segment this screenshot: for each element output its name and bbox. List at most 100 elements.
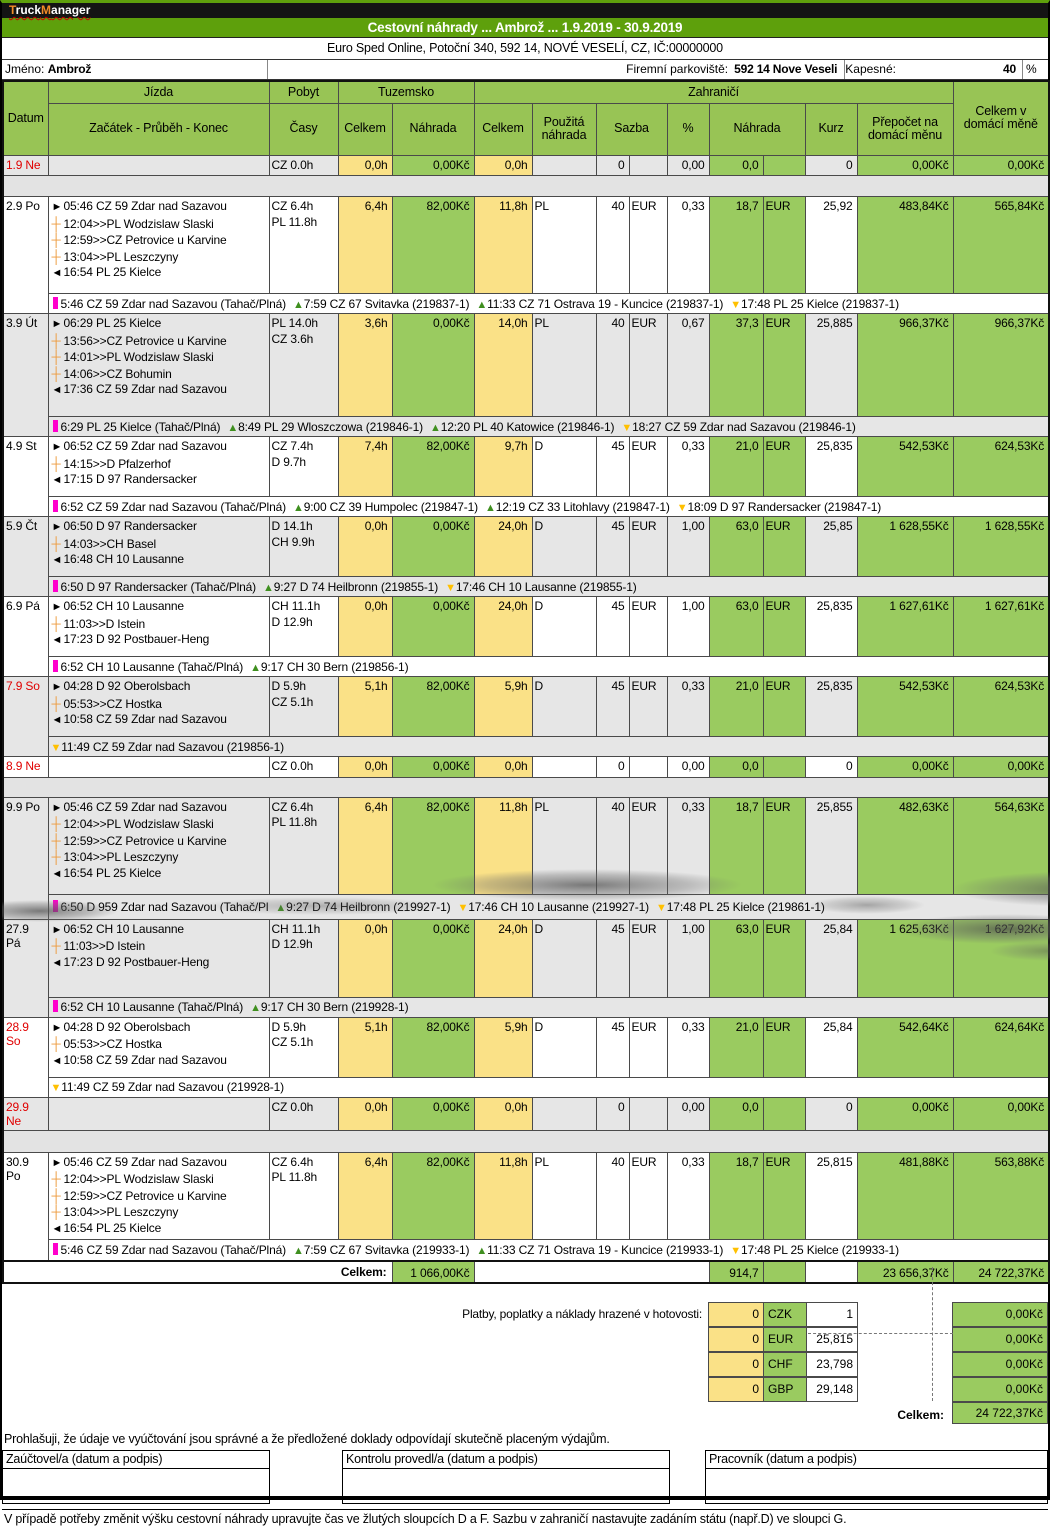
cell-domestic-hours-input: 5,1h	[337, 1016, 393, 1078]
footer-note: V případě potřeby změnit výšku cestovní …	[2, 1509, 1048, 1526]
event-segment: ▲12:20 PL 40 Katowice (219846-1)	[429, 419, 615, 434]
loading-marker: ▲	[227, 421, 239, 434]
day-events-row: 5:46 CZ 59 Zdar nad Sazavou (Tahač/Plná)…	[3, 293, 1050, 315]
stay-time-line: D 9.7h	[271, 454, 307, 469]
group-header-zahranici: Zahraničí	[473, 80, 954, 104]
loading-marker: ▲	[250, 661, 261, 674]
payment-amount-input[interactable]: 0	[708, 1352, 764, 1378]
unloading-marker: ▼	[457, 901, 469, 914]
col-header-kurz: Kurz	[804, 102, 858, 156]
departure-icon: ►	[51, 521, 63, 534]
cell-used-allowance-input: D	[531, 918, 597, 998]
unloading-marker: ▼	[730, 298, 741, 311]
stay-time-line: D 14.1h	[271, 519, 313, 534]
cell-day-total: 1 627,61Kč	[952, 596, 1050, 658]
cell-foreign-hours-input: 11,8h	[473, 1151, 533, 1240]
cell-domestic-allowance: 0,00Kč	[391, 918, 475, 998]
cell-itinerary: ►04:28 D 92 Oberolsbach ┼ 05:53>>CZ Hostka…	[47, 676, 270, 738]
stay-time-line: CZ 6.4h	[271, 799, 314, 814]
cell-domestic-allowance: 0,00Kč	[391, 154, 475, 177]
truckmanager-logo: TruckManager	[9, 3, 91, 17]
cell-events: 6:52 CZ 59 Zdar nad Sazavou (Tahač/Plná)…	[47, 496, 1050, 518]
cell-itinerary: ►06:29 PL 25 Kielce ┼ 13:56>>CZ Petrovice …	[47, 313, 270, 418]
cell-rate-currency: EUR	[628, 596, 668, 658]
route-start-marker	[52, 579, 58, 592]
payment-total: 0,00Kč	[952, 1327, 1048, 1353]
cell-stay-times: D 5.9h CZ 5.1h	[268, 1016, 339, 1078]
payment-amount-input[interactable]: 0	[708, 1377, 764, 1403]
cell-foreign-allowance: 21,0	[708, 436, 764, 498]
cell-day-total: 564,63Kč	[952, 796, 1050, 895]
parking-cell: Firemní parkoviště: 592 14 Nove Veseli	[268, 60, 846, 79]
cell-date: 7.9 So	[2, 676, 49, 758]
cell-date: 30.9 Po	[2, 1151, 49, 1262]
departure-icon: ►	[51, 1156, 63, 1169]
cell-day-total: 1 628,55Kč	[952, 516, 1050, 578]
border-crossing-icon: ┼	[51, 535, 61, 551]
cell-used-allowance-input: D	[531, 436, 597, 498]
border-crossing-icon: ┼	[51, 816, 61, 832]
cell-domestic-allowance: 82,00Kč	[391, 1151, 475, 1240]
cell-foreign-allowance: 63,0	[708, 516, 764, 578]
cell-domestic-allowance: 82,00Kč	[391, 436, 475, 498]
border-crossing-icon: ┼	[51, 849, 61, 865]
payment-row: 0 CHF 23,798 0,00Kč	[2, 1352, 1048, 1378]
event-segment: ▼18:09 D 97 Randersacker (219847-1)	[676, 499, 882, 514]
payment-amount-input[interactable]: 0	[708, 1327, 764, 1353]
cell-foreign-hours-input: 5,9h	[473, 676, 533, 738]
arrival-icon: ◄	[51, 714, 63, 727]
cell-itinerary	[47, 1096, 270, 1131]
col-header-pct: %	[666, 102, 710, 156]
departure-icon: ►	[51, 441, 63, 454]
loading-marker: ▲	[292, 298, 304, 311]
stay-time-line: CZ 6.4h	[271, 199, 314, 214]
page-break-vertical-dash	[932, 1267, 933, 1401]
departure-icon: ►	[51, 318, 63, 331]
cell-domestic-allowance: 0,00Kč	[391, 1096, 475, 1131]
cell-foreign-hours-input: 5,9h	[473, 1016, 533, 1078]
route-start-marker	[52, 296, 58, 309]
cell-rate-value: 0	[595, 154, 630, 177]
cell-stay-times: D 14.1h CH 9.9h	[268, 516, 339, 578]
stay-time-line: CZ 0.0h	[271, 157, 314, 172]
cell-used-allowance-input: PL	[531, 196, 597, 295]
stay-time-line: CH 9.9h	[271, 534, 315, 549]
cell-itinerary: ►06:52 CH 10 Lausanne ┼ 11:03>>D Istein ◄17…	[47, 918, 270, 998]
cell-rate-currency	[628, 154, 668, 177]
itinerary-line: ┼ 14:06>>CZ Bohumin	[51, 365, 172, 381]
cell-foreign-hours-input: 11,8h	[473, 196, 533, 295]
itinerary-line: ◄17:15 D 97 Randersacker	[52, 472, 267, 489]
itinerary-line: ◄17:23 D 92 Postbauer-Heng	[52, 955, 267, 972]
cell-day-total: 1 627,92Kč	[952, 918, 1050, 998]
itinerary-line: ┼ 13:04>>PL Leszczyny	[51, 849, 179, 865]
cell-used-allowance-input: D	[531, 1016, 597, 1078]
loading-marker: ▲	[263, 581, 274, 594]
event-segment: ▼17:48 PL 25 Kielce (219837-1)	[730, 296, 899, 311]
itinerary-line: ►04:28 D 92 Oberolsbach	[52, 679, 267, 696]
cell-foreign-allowance: 37,3	[708, 313, 764, 418]
payment-rate: 29,148	[806, 1377, 858, 1403]
payment-currency: GBP	[763, 1377, 807, 1403]
cell-percent: 0,33	[666, 796, 710, 895]
itinerary-line: ►06:52 CH 10 Lausanne	[52, 922, 267, 939]
route-start-marker	[52, 1000, 58, 1013]
cell-foreign-allowance-currency: EUR	[762, 676, 806, 738]
border-crossing-icon: ┼	[51, 615, 61, 631]
payment-amount-input[interactable]: 0	[708, 1302, 764, 1328]
cell-percent: 1,00	[666, 596, 710, 658]
cell-used-allowance-input: D	[531, 516, 597, 578]
cell-stay-times: CH 11.1h D 12.9h	[268, 596, 339, 658]
day-row: 3.9 Út ►06:29 PL 25 Kielce ┼ 13:56>>CZ Petr…	[2, 313, 1050, 438]
cell-events: ▼11:49 CZ 59 Zdar nad Sazavou (219928-1)	[47, 1076, 1050, 1098]
itinerary-line: ┼ 05:53>>CZ Hostka	[51, 1036, 162, 1052]
stay-time-line: D 5.9h	[271, 1019, 307, 1034]
event-segment: 6:50 D 97 Randersacker (Tahač/Plná)	[51, 579, 256, 594]
itinerary-line: ◄16:48 CH 10 Lausanne	[52, 552, 267, 569]
signature-label: Zaúčtovel/a (datum a podpis)	[3, 1451, 269, 1470]
col-header-zahr-celkem: Celkem	[473, 102, 533, 156]
day-row: 5.9 Čt ►06:50 D 97 Randersacker ┼ 14:03>>CH…	[2, 516, 1050, 598]
cell-converted-amount: 481,88Kč	[856, 1151, 954, 1240]
table-body: 1.9 Ne CZ 0.0h 0,0h 0,00Kč 0,0h 0 0,00 0,0 0 0,00…	[2, 154, 1050, 1262]
cell-rate-currency: EUR	[628, 1151, 668, 1240]
cell-date: 9.9 Po	[2, 796, 49, 920]
